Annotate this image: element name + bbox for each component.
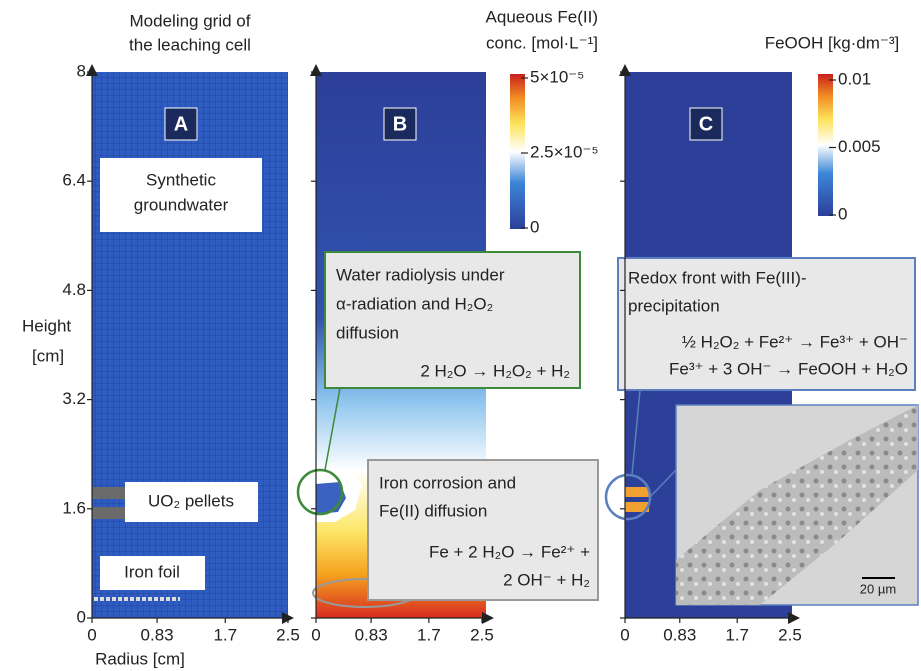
heatmap-region [625, 487, 649, 497]
annotation-equation: Fe + 2 H₂O → Fe²⁺ + [429, 542, 590, 561]
panel-letter: B [393, 113, 407, 135]
annotation-text: Water radiolysis under [336, 265, 505, 284]
colorbar-tick-label: 2.5×10⁻⁵ [530, 142, 599, 161]
x-tick-label: 2.5 [276, 625, 300, 644]
region-label: groundwater [134, 195, 229, 214]
x-tick-label: 0.83 [141, 625, 174, 644]
panel-title: Aqueous Fe(II) [486, 7, 598, 26]
x-tick-label: 2.5 [470, 625, 494, 644]
annotation-equation: 2 OH⁻ + H₂ [503, 570, 590, 589]
panel-title: the leaching cell [129, 35, 251, 54]
pellet-cells [92, 507, 125, 519]
panel-letter: A [174, 113, 188, 135]
figure: Modeling grid of the leaching cell A Syn… [0, 0, 921, 671]
annotation-equation: Fe³⁺ + 3 OH⁻ → FeOOH + H₂O [669, 359, 908, 378]
annotation-text: Redox front with Fe(III)- [628, 268, 807, 287]
page: Modeling grid of the leaching cell A Syn… [0, 0, 921, 671]
colorbar [510, 74, 525, 229]
x-tick-label: 1.7 [213, 625, 237, 644]
colorbar-tick-label: 0.005 [838, 137, 881, 156]
region-label: Iron foil [124, 562, 180, 581]
x-tick-label: 0 [311, 625, 320, 644]
y-tick-label: 6.4 [62, 171, 86, 190]
y-tick-label: 0 [77, 607, 86, 626]
annotation-equation: 2 H₂O → H₂O₂ + H₂ [420, 361, 570, 380]
annotation-text: diffusion [336, 323, 399, 342]
x-tick-label: 0 [620, 625, 629, 644]
colorbar-tick-label: 5×10⁻⁵ [530, 67, 584, 86]
region-label: Synthetic [146, 170, 216, 189]
region-label: UO₂ pellets [148, 491, 234, 510]
annotation-text: Iron corrosion and [379, 473, 516, 492]
y-tick-label: 4.8 [62, 280, 86, 299]
annotation-text: precipitation [628, 296, 720, 315]
y-tick-label: 1.6 [62, 498, 86, 517]
x-tick-label: 0.83 [663, 625, 696, 644]
x-tick-label: 0 [87, 625, 96, 644]
colorbar-tick-label: 0 [838, 204, 847, 223]
panel-letter: C [699, 113, 713, 135]
y-axis-label: Height [22, 316, 71, 335]
panel-title: FeOOH [kg·dm⁻³] [765, 33, 900, 52]
annotation-text: α-radiation and H₂O₂ [336, 294, 493, 313]
y-axis-label: [cm] [32, 346, 64, 365]
model-grid [92, 72, 288, 618]
annotation-equation: ½ H₂O₂ + Fe²⁺ → Fe³⁺ + OH⁻ [682, 332, 908, 351]
pellet-cells [92, 487, 125, 499]
x-tick-label: 1.7 [725, 625, 749, 644]
colorbar [818, 74, 833, 216]
colorbar-tick-label: 0 [530, 217, 539, 236]
scale-bar-label: 20 µm [860, 581, 896, 596]
x-tick-label: 1.7 [417, 625, 441, 644]
y-tick-label: 3.2 [62, 389, 86, 408]
annotation-text: Fe(II) diffusion [379, 501, 487, 520]
x-axis-label: Radius [cm] [95, 649, 185, 668]
x-tick-label: 2.5 [778, 625, 802, 644]
panel-title: Modeling grid of [130, 11, 251, 30]
colorbar-tick-label: 0.01 [838, 69, 871, 88]
panel-title: conc. [mol·L⁻¹] [486, 33, 598, 52]
x-tick-label: 0.83 [355, 625, 388, 644]
y-tick-label: 8 [77, 61, 86, 80]
